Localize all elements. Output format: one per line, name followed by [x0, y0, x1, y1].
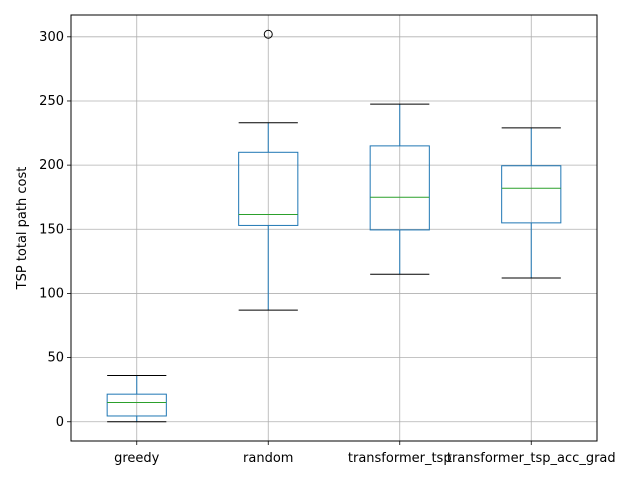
iqr-box — [501, 165, 562, 224]
x-tick-label: random — [243, 451, 293, 466]
iqr-box — [369, 145, 430, 231]
x-tick-label: transformer_tsp — [348, 451, 452, 466]
outlier-point — [263, 29, 273, 39]
y-tick-label: 150 — [39, 222, 64, 237]
y-tick-label: 300 — [39, 30, 64, 45]
iqr-box — [106, 393, 167, 417]
y-tick-label: 50 — [47, 351, 64, 366]
iqr-box — [238, 151, 299, 226]
grid-lines — [71, 15, 597, 441]
y-tick-label: 250 — [39, 94, 64, 109]
x-tick-label: transformer_tsp_acc_grad — [447, 451, 616, 466]
y-tick-label: 0 — [56, 415, 64, 430]
y-tick-label: 100 — [39, 286, 64, 301]
y-axis-label: TSP total path cost — [15, 167, 30, 291]
axis-ticks: 0 50 100 150 200 250 300 greedy random transforme… — [39, 30, 615, 466]
y-tick-label: 200 — [39, 158, 64, 173]
box-series — [106, 29, 562, 423]
plot-frame — [70, 14, 598, 442]
x-tick-label: greedy — [114, 451, 160, 466]
